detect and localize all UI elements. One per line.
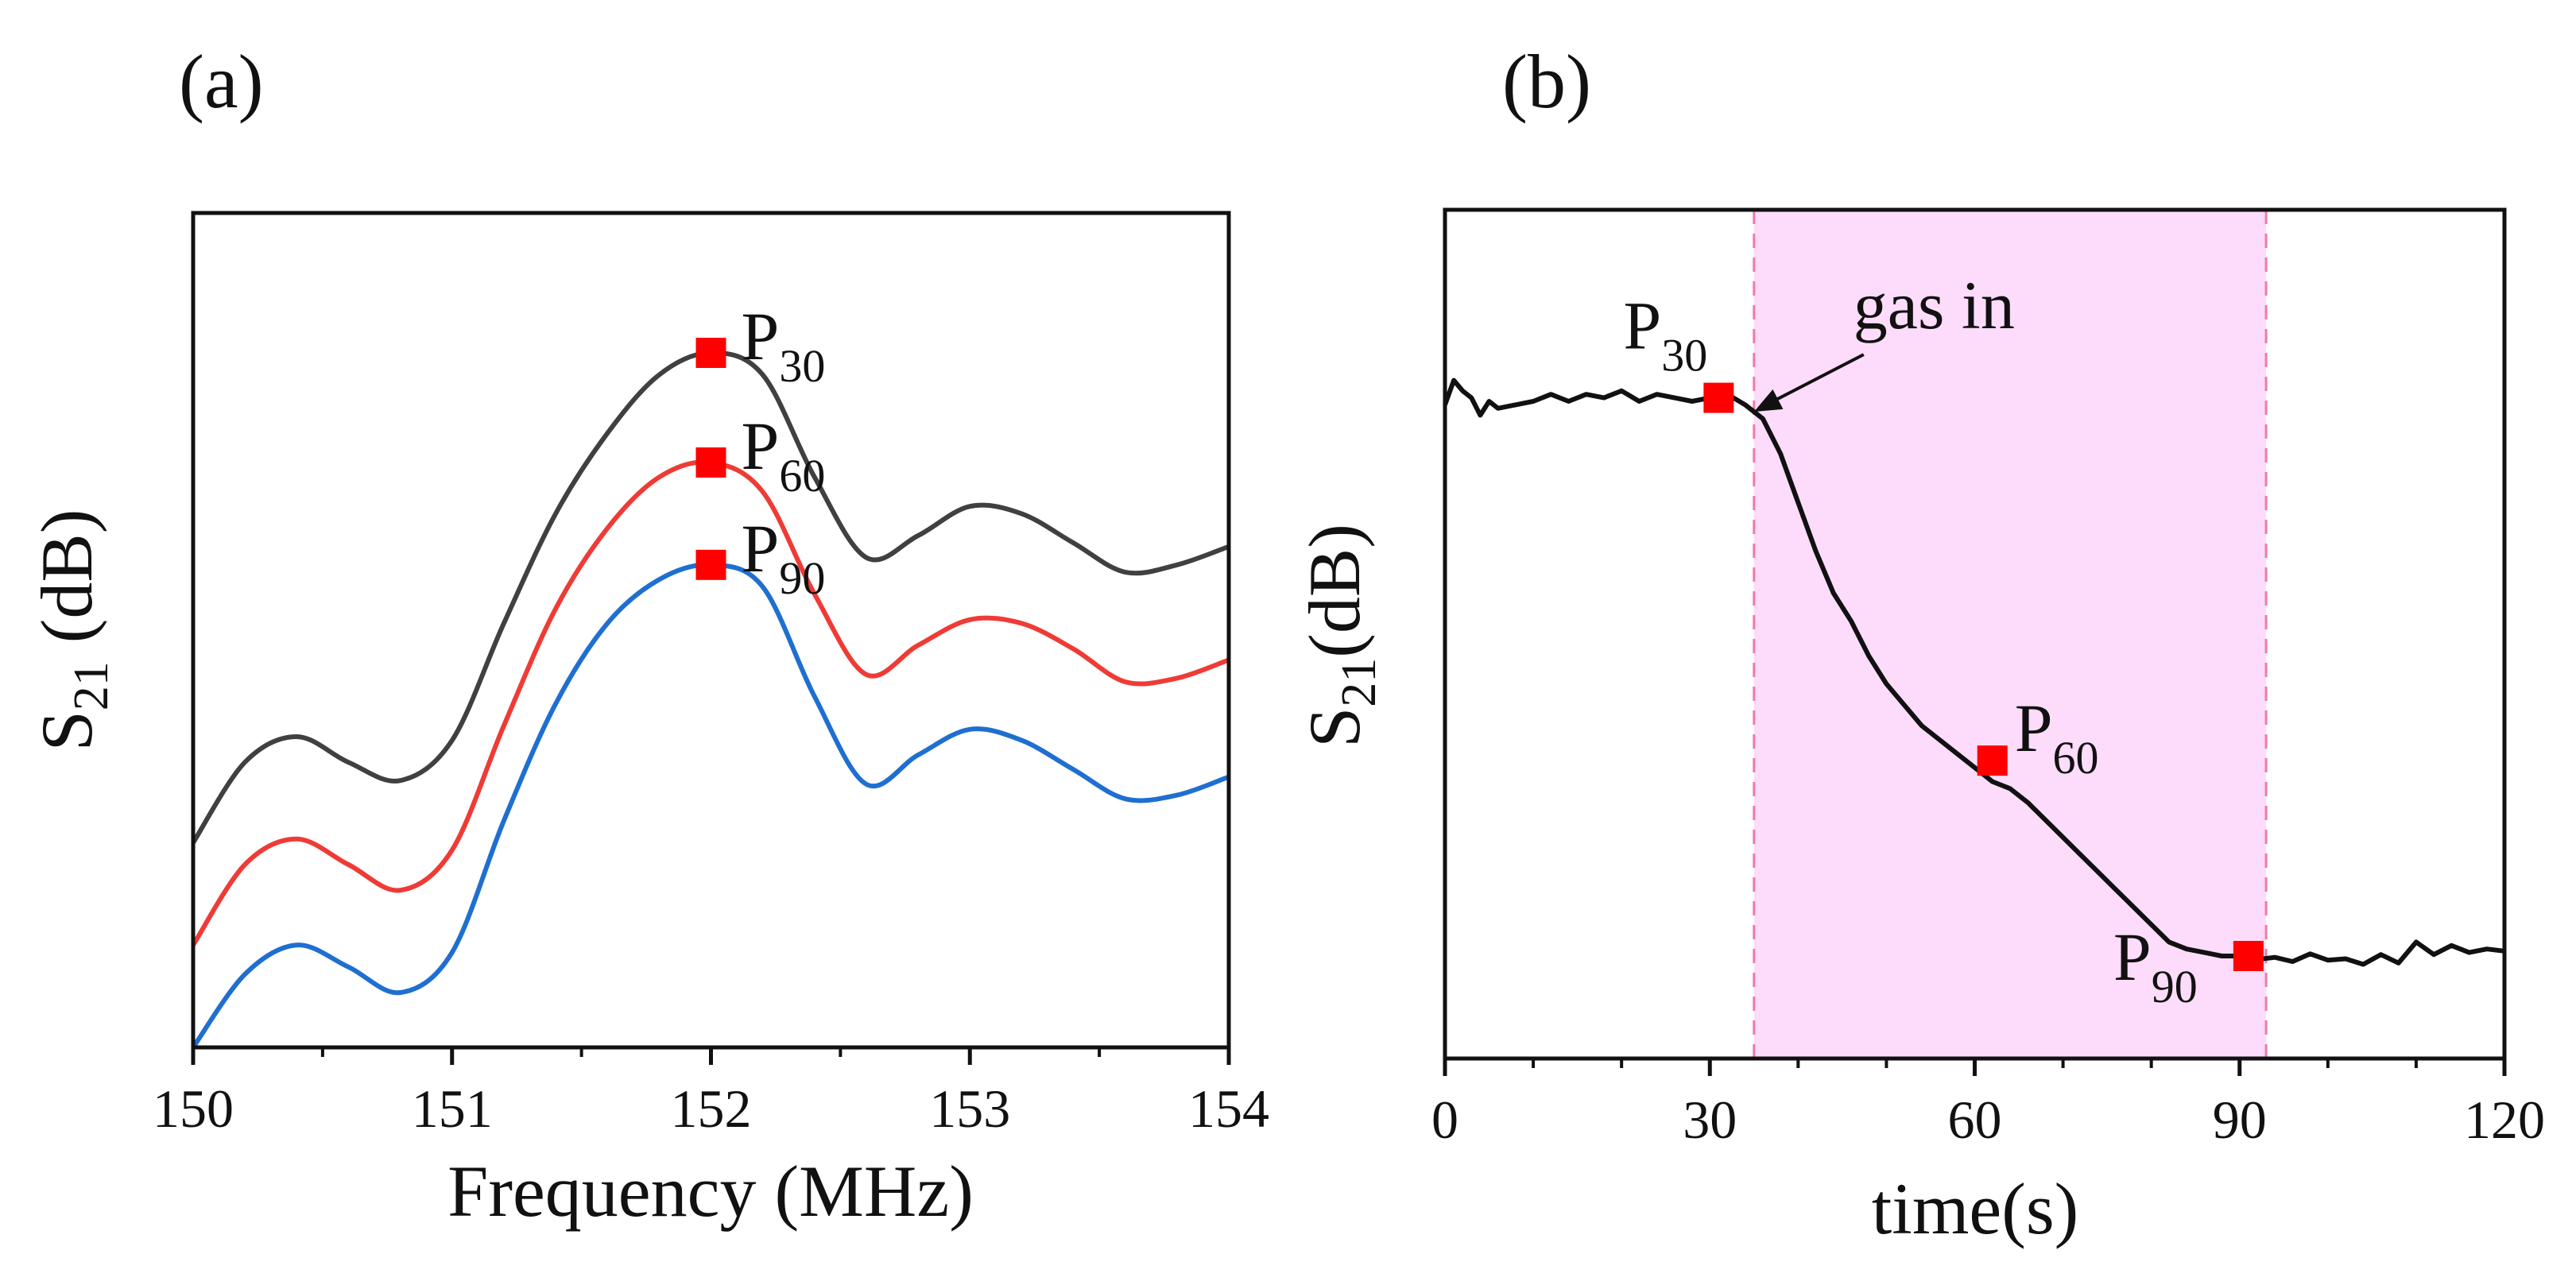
panel-b-x-tick-label: 30 [1683, 1090, 1737, 1150]
panel-b-x-tick-label: 60 [1948, 1090, 2002, 1150]
panel-a-label: (a) [179, 39, 264, 124]
panel-a-y-axis-title-main: S [26, 710, 107, 751]
panel-a-x-tick-label: 152 [671, 1078, 752, 1139]
panel-b-label: (b) [1502, 39, 1591, 124]
panel-a-marker-P90 [695, 549, 726, 580]
panel-b-y-axis-title-main: S [1294, 707, 1375, 748]
panel-a-marker-P60 [695, 447, 726, 478]
panel-a-markers: P30 P60 P90 [695, 298, 826, 604]
panel-a-series-line-1 [191, 459, 1230, 946]
panel-b-y-axis-title-sub: 21 [1332, 658, 1386, 707]
panel-b-y-axis-title: S21(dB) [1294, 524, 1386, 748]
panel-b-marker-label-P90: P90 [2113, 919, 2198, 1012]
panel-a: (a) 150 151 152 153 154 P30 P60 P90 Frequency … [26, 39, 1269, 1232]
panel-b-marker-P60 [1977, 745, 2008, 776]
panel-a-y-axis-title: S21 (dB) [26, 509, 118, 752]
panel-a-marker-label-P60: P60 [742, 408, 826, 501]
panel-b-marker-P90 [2233, 940, 2264, 971]
panel-b-series-group [1443, 377, 2505, 967]
panel-b-x-tick-label: 120 [2464, 1090, 2545, 1150]
panel-a-x-tick-label: 150 [153, 1078, 234, 1139]
panel-b-x-tick-label: 90 [2213, 1090, 2267, 1150]
panel-b-x-ticks: 0 30 60 90 120 [1431, 1059, 2545, 1150]
gas-in-arrow-head [1753, 389, 1784, 412]
panel-a-x-tick-label: 153 [929, 1078, 1010, 1139]
gas-in-label: gas in [1854, 267, 2015, 343]
panel-b-x-tick-label: 0 [1431, 1090, 1458, 1150]
panel-b-marker-P30 [1703, 382, 1734, 413]
panel-b-marker-label-P30: P30 [1623, 288, 1707, 381]
gas-in-arrow-line [1764, 353, 1865, 407]
panel-b-annotation: gas in [1753, 267, 2015, 412]
panel-a-y-axis-title-rest: (dB) [26, 509, 107, 662]
panel-b-markers: P30 P60 P90 [1623, 288, 2264, 1012]
panel-a-series-line-2 [191, 562, 1230, 1049]
panel-a-x-ticks: 150 151 152 153 154 [153, 1047, 1269, 1139]
panel-a-x-tick-label: 154 [1188, 1078, 1269, 1139]
panel-a-marker-P30 [695, 338, 726, 368]
panel-a-marker-label-P30: P30 [742, 298, 826, 392]
panel-a-marker-label-P90: P90 [742, 510, 826, 604]
panel-b-y-axis-title-rest: (dB) [1294, 524, 1375, 658]
panel-b-gas-exposure-region [1753, 210, 2267, 1059]
panel-b-series-line-0 [1443, 377, 2505, 967]
panel-a-x-axis-title: Frequency (MHz) [447, 1151, 974, 1232]
panel-a-y-axis-title-sub: 21 [64, 661, 118, 710]
panel-b-marker-label-P60: P60 [2015, 690, 2099, 784]
panel-b-x-axis-title: time(s) [1872, 1168, 2079, 1249]
panel-a-x-tick-label: 151 [412, 1078, 493, 1139]
